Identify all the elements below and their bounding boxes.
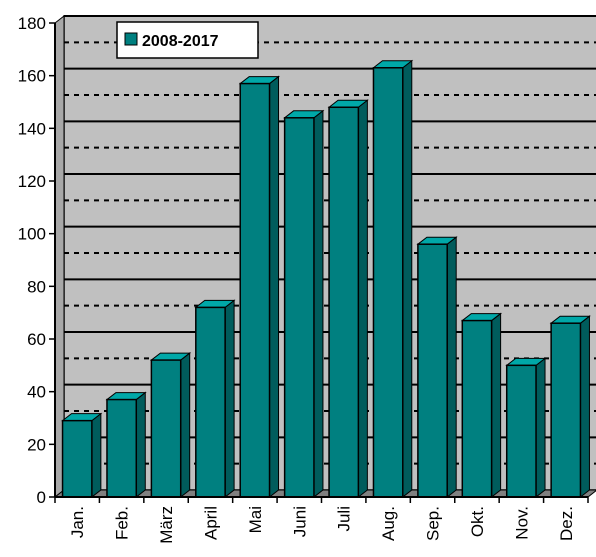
bar: [283, 109, 325, 499]
bar-side: [180, 352, 191, 499]
bar-side: [313, 109, 324, 499]
y-tick-label: 140: [18, 119, 46, 138]
bar: [549, 315, 591, 499]
bar: [238, 75, 280, 499]
bar-front: [505, 364, 537, 498]
bar-front: [417, 243, 448, 498]
legend: 2008-2017: [116, 21, 259, 59]
bar-front: [195, 306, 226, 498]
x-tick-label: Feb.: [113, 506, 132, 540]
bar-front: [106, 398, 138, 498]
bar-front: [61, 419, 93, 498]
x-tick-label: Dez.: [557, 506, 576, 541]
x-tick-label: Nov.: [512, 506, 531, 540]
bar-side: [491, 312, 502, 499]
y-tick-label: 100: [18, 225, 46, 244]
bar-front: [372, 67, 404, 498]
y-tick-label: 180: [18, 14, 46, 33]
y-tick-label: 60: [27, 330, 46, 349]
legend-swatch: [124, 32, 138, 46]
bar-side: [579, 315, 590, 499]
bars-group: [61, 59, 591, 499]
bar-front: [239, 82, 271, 498]
x-tick-label: Jan.: [68, 506, 87, 538]
x-tick-label: Juni: [290, 506, 309, 537]
bar: [149, 352, 192, 499]
bar: [327, 99, 369, 499]
bar: [505, 357, 547, 499]
x-tick-label: März: [157, 506, 176, 544]
bar: [61, 412, 103, 499]
legend-box: [116, 21, 259, 59]
bar-front: [283, 117, 315, 498]
bar-side: [224, 299, 235, 499]
bar-side: [135, 391, 146, 499]
y-tick-label: 80: [27, 277, 46, 296]
bar-front: [150, 359, 182, 498]
bar-front: [550, 322, 582, 498]
x-tick-label: April: [201, 506, 220, 540]
bar-side: [402, 59, 413, 499]
x-tick-label: Mai: [246, 506, 265, 533]
y-tick-label: 20: [27, 435, 46, 454]
x-tick-label: Okt.: [468, 506, 487, 537]
y-tick-label: 160: [18, 67, 46, 86]
legend-label: 2008-2017: [142, 33, 219, 50]
x-axis-ticks: Jan. Feb. März April Mai Juni Juli Aug. Sep. Okt.…: [54, 497, 589, 544]
x-tick-label: Juli: [335, 506, 354, 532]
bar: [372, 59, 414, 499]
x-tick-label: Aug.: [379, 506, 398, 541]
bar-side: [91, 412, 102, 499]
y-tick-label: 40: [27, 383, 46, 402]
bar: [460, 312, 503, 499]
bar-side: [269, 75, 280, 499]
bar-front: [328, 106, 360, 498]
bar-side: [357, 99, 368, 499]
bar: [105, 391, 147, 499]
bar-side: [446, 236, 457, 499]
bar: [416, 236, 458, 499]
y-axis-ticks: 0 20 40 60 80 100 120 140 160 180: [18, 14, 55, 507]
bar-front: [461, 319, 493, 498]
x-tick-label: Sep.: [424, 506, 443, 541]
bar: [194, 299, 236, 499]
y-tick-label: 120: [18, 172, 46, 191]
y-tick-label: 0: [37, 488, 46, 507]
bar-side: [535, 357, 546, 499]
